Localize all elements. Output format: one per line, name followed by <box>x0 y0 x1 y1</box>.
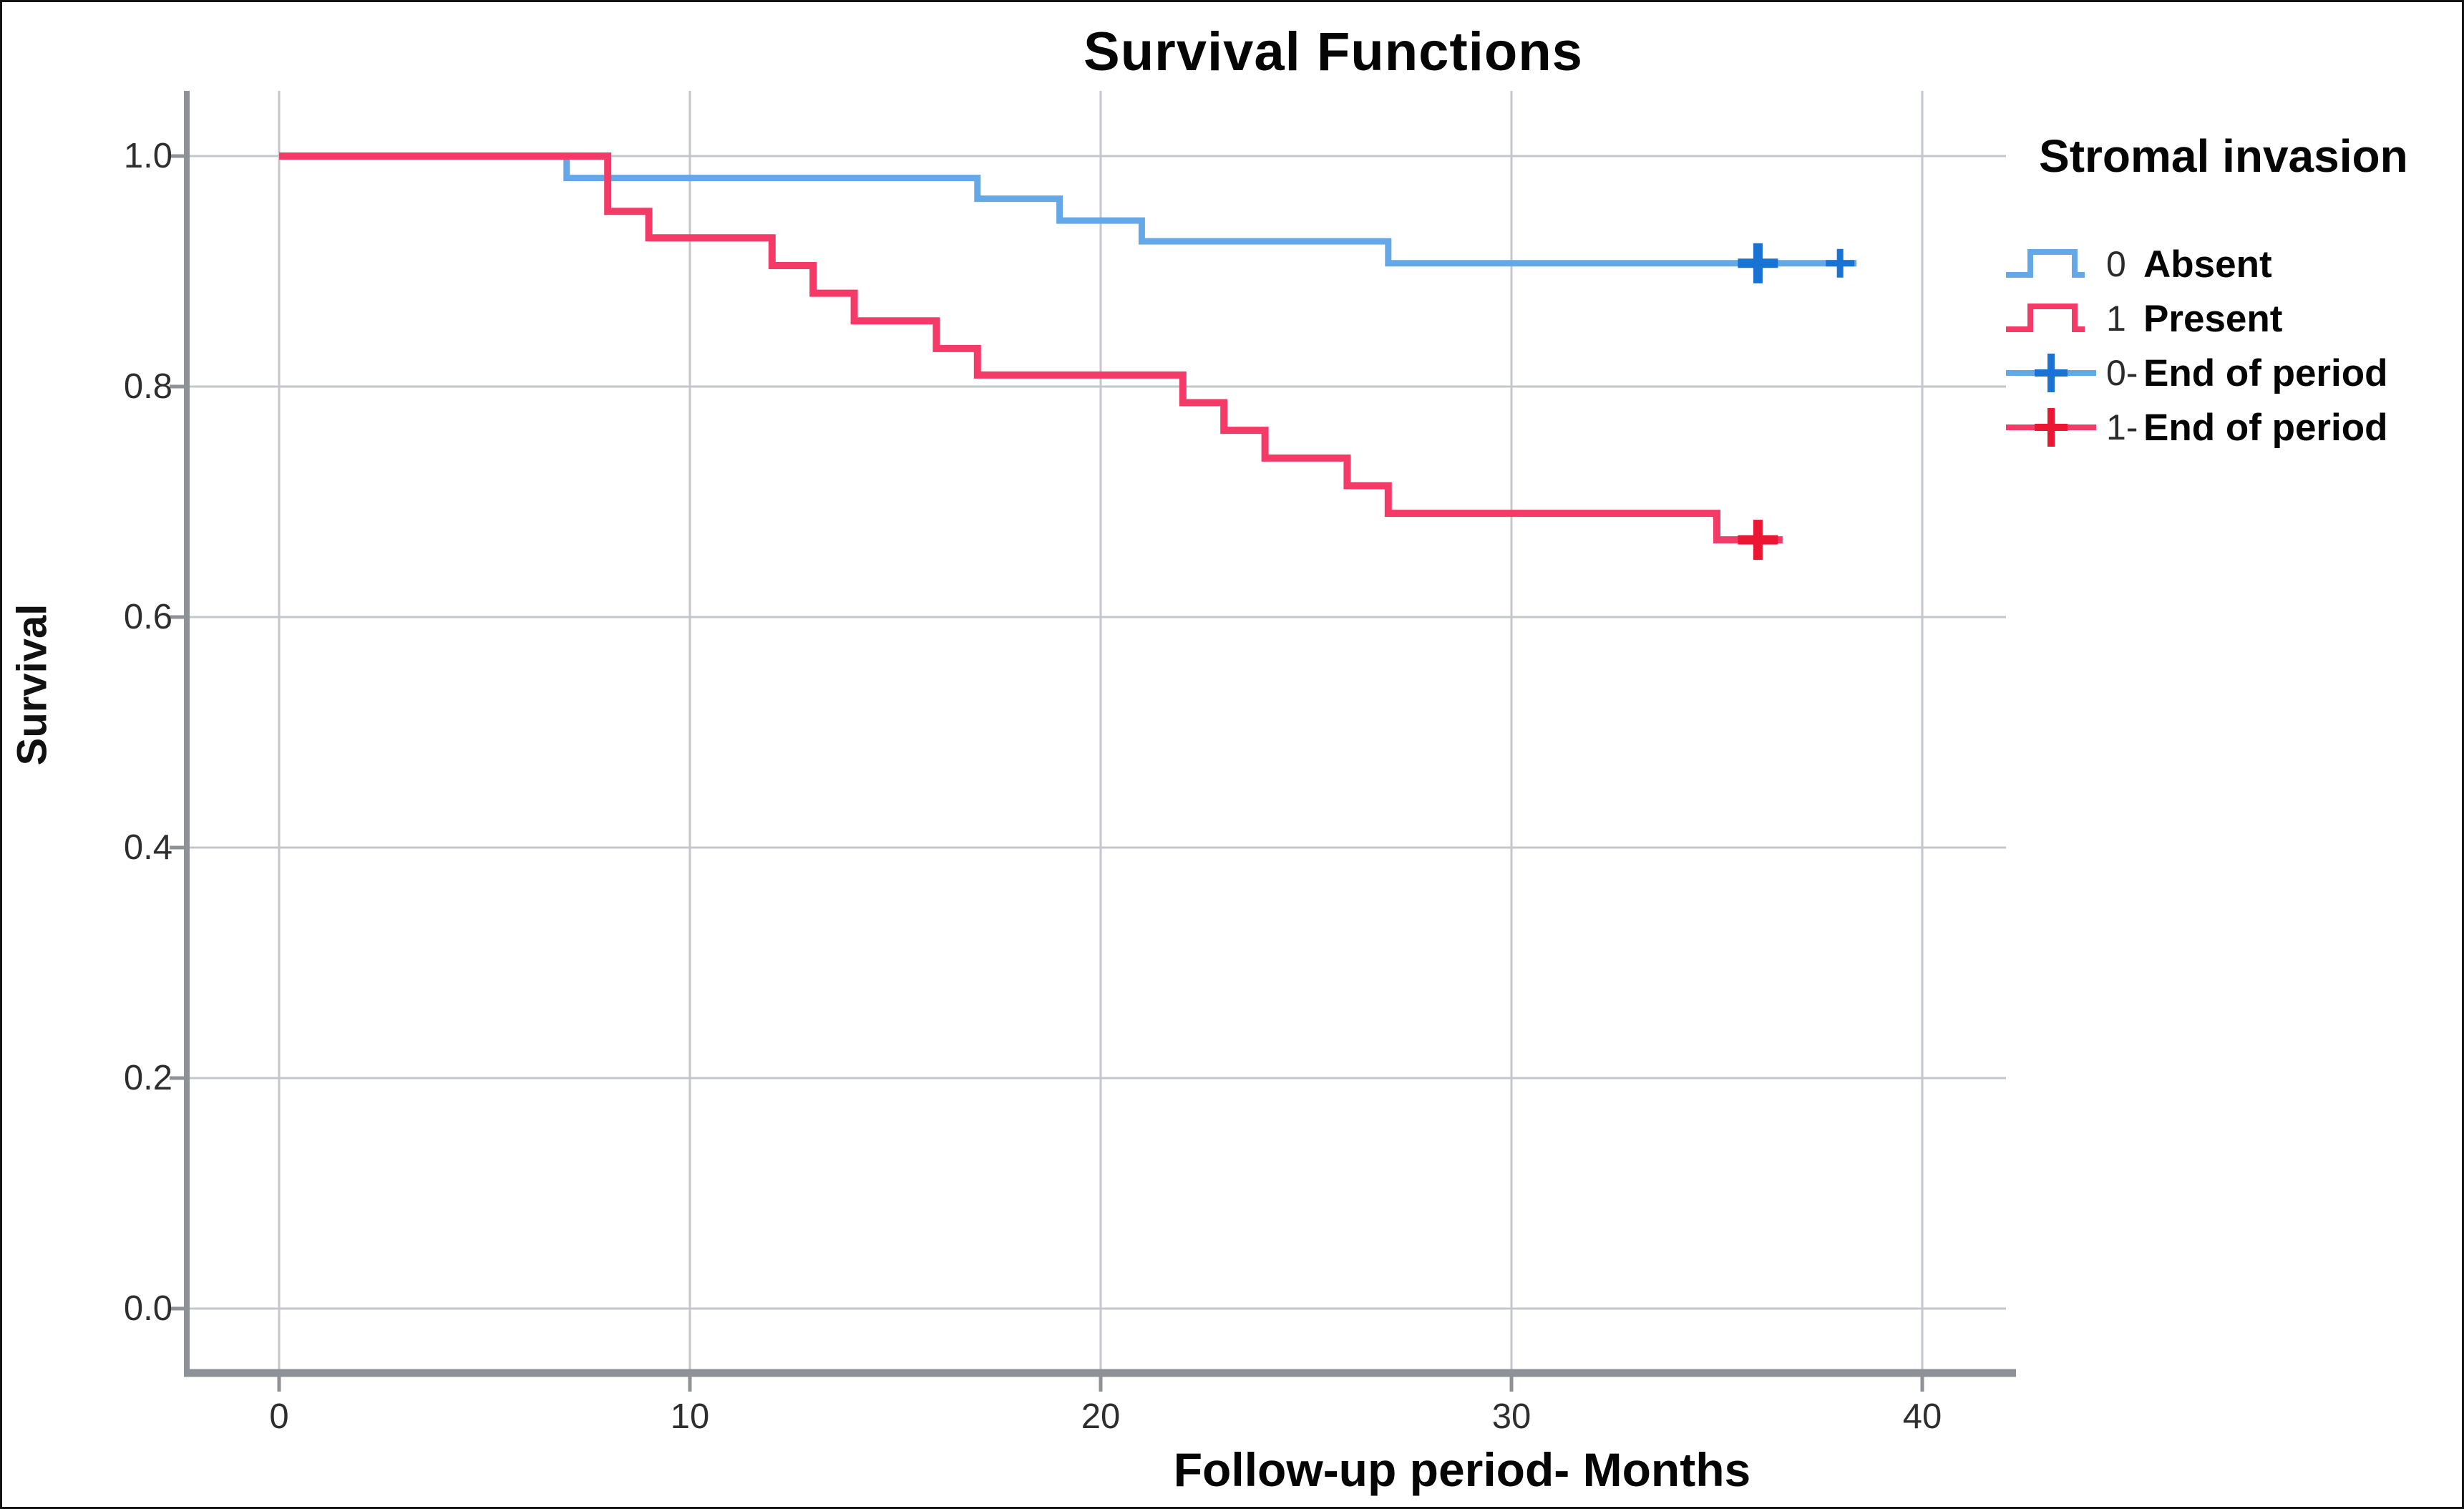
censored-plus-icon <box>2006 408 2096 447</box>
legend-title: Stromal invasion <box>2039 130 2408 182</box>
legend-item-label: Present <box>2143 297 2283 340</box>
legend-item-label: Absent <box>2143 243 2272 286</box>
legend-item-code: 0- <box>2106 353 2138 393</box>
y-tick-label: 0.2 <box>123 1059 172 1097</box>
legend-item-code: 1- <box>2106 407 2138 447</box>
y-tick-label: 0.6 <box>123 598 172 636</box>
y-tick-label: 0.4 <box>123 828 172 867</box>
y-tick-label: 0.0 <box>123 1289 172 1328</box>
survival-curve-absent <box>279 152 1857 267</box>
legend-item: 1 Present <box>2005 291 2462 346</box>
chart-title: Survival Functions <box>1084 21 1583 82</box>
legend-item-code: 1 <box>2106 299 2126 339</box>
x-tick-label: 40 <box>1902 1397 1942 1436</box>
survival-curve-present <box>279 152 1783 544</box>
y-axis-title: Survival <box>9 603 56 766</box>
legend-item-label: End of period <box>2143 406 2388 449</box>
legend-item-code: 0 <box>2106 244 2126 284</box>
x-axis-title: Follow-up period- Months <box>1173 1443 1751 1496</box>
y-tick-label: 0.8 <box>123 367 172 406</box>
legend-items: 0 Absent 1 Present 0- End of period 1- End of p… <box>2005 237 2462 455</box>
legend-item: 0 Absent <box>2005 237 2462 291</box>
legend-item: 1- End of period <box>2005 400 2462 455</box>
x-tick-label: 20 <box>1081 1397 1121 1436</box>
x-tick-label: 30 <box>1491 1397 1532 1436</box>
censored-plus-icon <box>2006 354 2096 392</box>
y-tick-label: 1.0 <box>123 137 172 175</box>
legend: Stromal invasion 0 Absent 1 Present 0- End of… <box>2005 130 2462 455</box>
legend-item-label: End of period <box>2143 351 2388 394</box>
step-line-icon <box>2006 249 2085 278</box>
legend-item: 0- End of period <box>2005 346 2462 400</box>
step-line-icon <box>2006 304 2085 332</box>
x-tick-label: 0 <box>269 1397 289 1436</box>
x-tick-label: 10 <box>670 1397 710 1436</box>
